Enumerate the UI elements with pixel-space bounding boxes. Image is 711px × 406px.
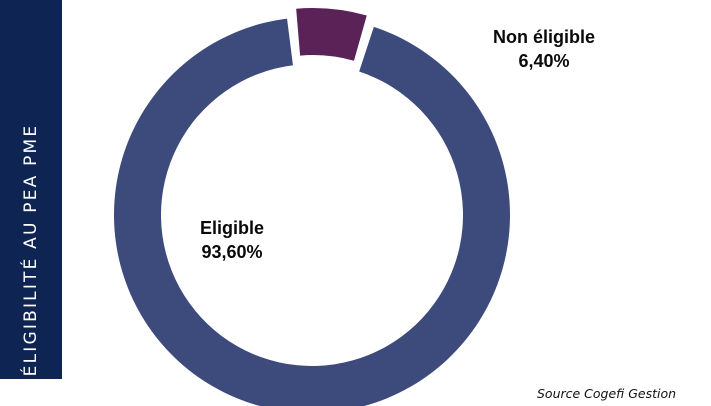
side-banner-title: ÉLIGIBILITÉ AU PEA PME <box>21 123 41 377</box>
slice-value-non-eligible: 6,40% <box>518 51 569 71</box>
slice-value-eligible: 93,60% <box>201 242 262 262</box>
slice-label-eligible: Eligible <box>200 218 264 238</box>
donut-slices <box>114 8 510 406</box>
side-banner: ÉLIGIBILITÉ AU PEA PME <box>0 0 62 379</box>
slice-label-non-eligible: Non éligible <box>493 27 595 47</box>
donut-slice-eligible <box>114 18 510 406</box>
donut-chart: Eligible 93,60% Non éligible 6,40% <box>114 8 595 406</box>
donut-slice-non-eligible <box>296 8 367 61</box>
source-note: Source Cogefi Gestion <box>537 386 677 401</box>
